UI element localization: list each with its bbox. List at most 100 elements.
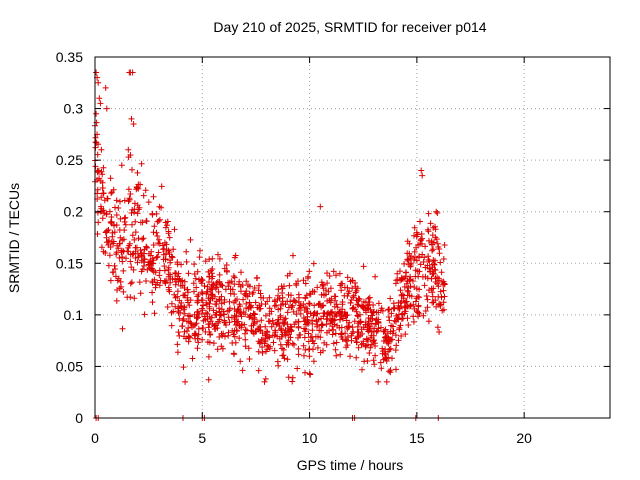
data-point [158,183,165,190]
data-point [162,256,169,262]
data-points [92,69,448,421]
data-point [98,146,105,153]
data-point [336,270,343,277]
data-point [208,314,215,321]
data-point [372,352,379,359]
data-point [160,246,166,253]
data-point [127,191,134,197]
data-point [387,345,394,352]
data-point [265,318,272,325]
data-point [268,323,275,330]
data-point [440,287,447,294]
data-point [109,229,116,236]
data-point [416,268,423,275]
data-point [307,310,314,317]
data-point [198,310,205,317]
data-point [319,283,326,289]
data-point [318,279,325,286]
data-point [306,301,313,307]
data-point [183,248,190,255]
data-point [408,260,415,267]
data-point [218,312,224,319]
data-point [246,283,253,290]
data-point [116,227,123,233]
data-point [131,200,138,207]
data-point [371,308,377,315]
data-point [96,95,103,102]
data-point [180,364,187,371]
data-point [285,291,292,298]
data-point [424,304,431,311]
data-point [281,319,288,326]
data-point [113,297,120,304]
data-point [207,331,214,338]
data-point [425,228,432,235]
data-point [184,286,191,293]
data-point [185,270,192,277]
data-point [338,313,345,320]
data-point [440,256,447,262]
data-point [354,312,361,319]
data-point [360,263,367,270]
data-point [186,334,193,341]
data-point [424,226,431,233]
y-tick-label: 0.15 [56,255,83,271]
data-point [195,331,202,338]
data-point [359,366,365,373]
data-point [369,315,376,322]
data-point [130,121,137,127]
data-point [128,279,135,286]
data-point [175,308,182,315]
data-point [415,303,422,310]
data-point [284,309,291,316]
data-point [208,291,215,298]
data-point [441,293,448,300]
data-point [156,203,163,210]
data-point [430,285,437,292]
data-point [206,256,213,263]
data-point [229,286,236,293]
data-point [240,309,247,316]
data-point [364,336,370,343]
data-point [219,282,226,289]
data-point [237,358,244,365]
data-point [111,262,118,269]
data-point [407,302,414,309]
data-point [332,310,339,317]
data-point [430,270,437,277]
data-point [284,356,291,363]
data-point [199,336,206,343]
data-point [170,246,177,253]
data-point [317,203,324,210]
data-point [248,302,255,309]
data-point [125,146,132,153]
data-point [100,164,107,171]
data-point [382,346,389,353]
data-point [216,255,223,262]
data-point [346,319,353,326]
data-point [105,262,112,269]
data-point [286,282,293,289]
data-point [185,338,192,345]
data-point [317,300,323,307]
data-point [276,295,283,302]
data-point [324,298,331,304]
data-point [183,258,190,265]
data-point [352,335,359,342]
data-point [309,337,316,344]
data-point [132,218,139,225]
data-point [128,264,135,271]
data-point [112,204,118,211]
data-point [388,322,395,329]
data-point [396,311,402,318]
data-point [209,292,216,299]
data-point [349,277,356,284]
data-point [403,269,410,276]
y-tick-label: 0.2 [64,204,84,220]
data-point [249,291,256,297]
data-point [161,267,168,274]
data-point [355,329,362,336]
data-point [181,333,187,340]
data-point [425,253,432,260]
data-point [300,315,307,321]
